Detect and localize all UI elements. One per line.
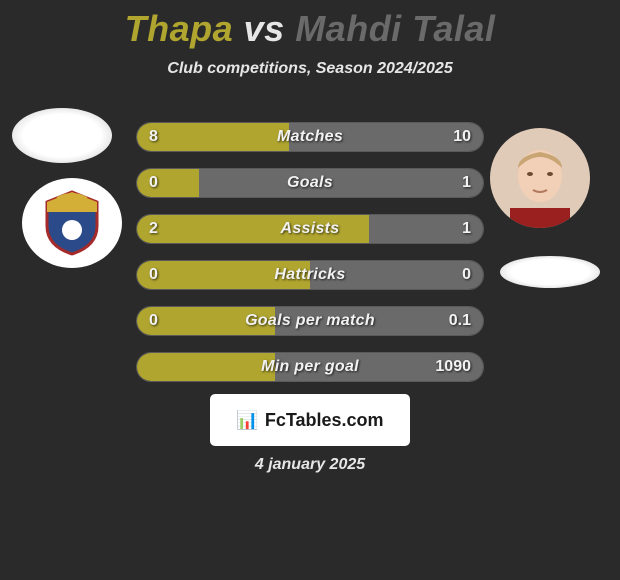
stat-label: Hattricks bbox=[137, 261, 483, 289]
title: Thapa vs Mahdi Talal bbox=[0, 0, 620, 50]
stat-row: 00.1Goals per match bbox=[136, 306, 484, 336]
stat-label: Matches bbox=[137, 123, 483, 151]
player2-avatar bbox=[490, 128, 590, 228]
comparison-bars: 810Matches 01Goals 21Assists 00Hattricks 00.… bbox=[136, 122, 484, 382]
watermark[interactable]: 📊 FcTables.com bbox=[210, 394, 410, 446]
subtitle: Club competitions, Season 2024/2025 bbox=[0, 60, 620, 78]
stat-row: 1090Min per goal bbox=[136, 352, 484, 382]
date-line: 4 january 2025 bbox=[0, 456, 620, 474]
stat-row: 810Matches bbox=[136, 122, 484, 152]
stat-label: Min per goal bbox=[137, 353, 483, 381]
vs-text: vs bbox=[244, 8, 285, 49]
chart-icon: 📊 bbox=[236, 410, 258, 431]
stat-row: 01Goals bbox=[136, 168, 484, 198]
club-crest-icon bbox=[37, 188, 107, 258]
player2-name: Mahdi Talal bbox=[295, 8, 495, 49]
stat-label: Goals bbox=[137, 169, 483, 197]
stat-label: Goals per match bbox=[137, 307, 483, 335]
player1-avatar bbox=[12, 108, 112, 163]
stat-label: Assists bbox=[137, 215, 483, 243]
player2-club-logo bbox=[500, 256, 600, 288]
stat-row: 21Assists bbox=[136, 214, 484, 244]
player1-club-logo bbox=[22, 178, 122, 268]
watermark-text: FcTables.com bbox=[265, 410, 384, 431]
stat-row: 00Hattricks bbox=[136, 260, 484, 290]
player1-name: Thapa bbox=[125, 8, 234, 49]
player-silhouette-icon bbox=[495, 138, 585, 228]
